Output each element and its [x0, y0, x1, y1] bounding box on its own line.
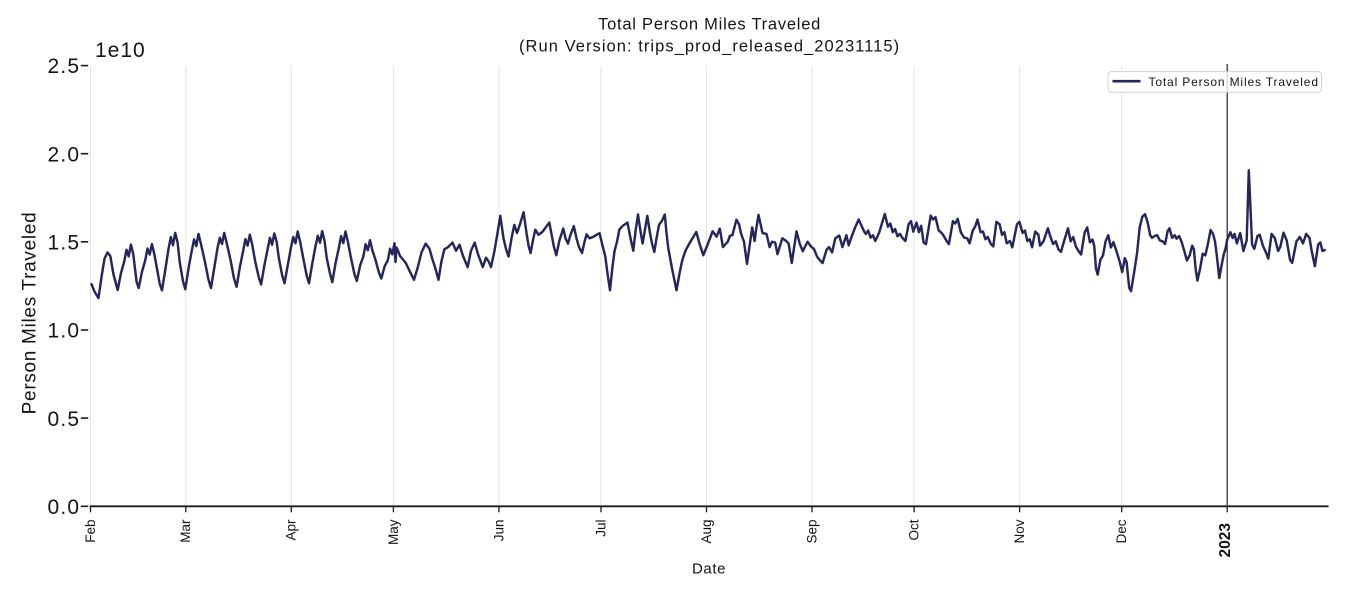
svg-text:Mar: Mar	[178, 519, 193, 543]
svg-text:Sep: Sep	[804, 520, 819, 544]
svg-text:0.5: 0.5	[48, 408, 81, 431]
svg-text:Total Person Miles Traveled: Total Person Miles Traveled	[1149, 75, 1319, 89]
svg-text:1e10: 1e10	[95, 39, 146, 62]
svg-text:Feb: Feb	[83, 520, 98, 543]
svg-text:2.0: 2.0	[48, 143, 81, 166]
svg-text:Dec: Dec	[1114, 519, 1129, 543]
svg-text:Nov: Nov	[1012, 519, 1027, 543]
svg-text:Jun: Jun	[491, 520, 506, 542]
svg-text:1.5: 1.5	[48, 231, 81, 254]
svg-text:Apr: Apr	[284, 519, 299, 541]
svg-text:1.0: 1.0	[48, 320, 81, 343]
svg-text:Total Person Miles Traveled: Total Person Miles Traveled	[598, 16, 821, 34]
svg-text:May: May	[386, 519, 401, 545]
svg-text:2023: 2023	[1217, 523, 1234, 558]
svg-text:Aug: Aug	[699, 520, 714, 544]
svg-text:Oct: Oct	[907, 519, 922, 540]
svg-text:0.0: 0.0	[48, 496, 81, 519]
svg-text:(Run Version: trips_prod_relea: (Run Version: trips_prod_released_202311…	[519, 38, 900, 56]
svg-text:Date: Date	[692, 561, 726, 578]
svg-text:Jul: Jul	[593, 520, 608, 537]
svg-text:Person Miles Traveled: Person Miles Traveled	[19, 212, 40, 415]
svg-text:2.5: 2.5	[48, 55, 81, 78]
